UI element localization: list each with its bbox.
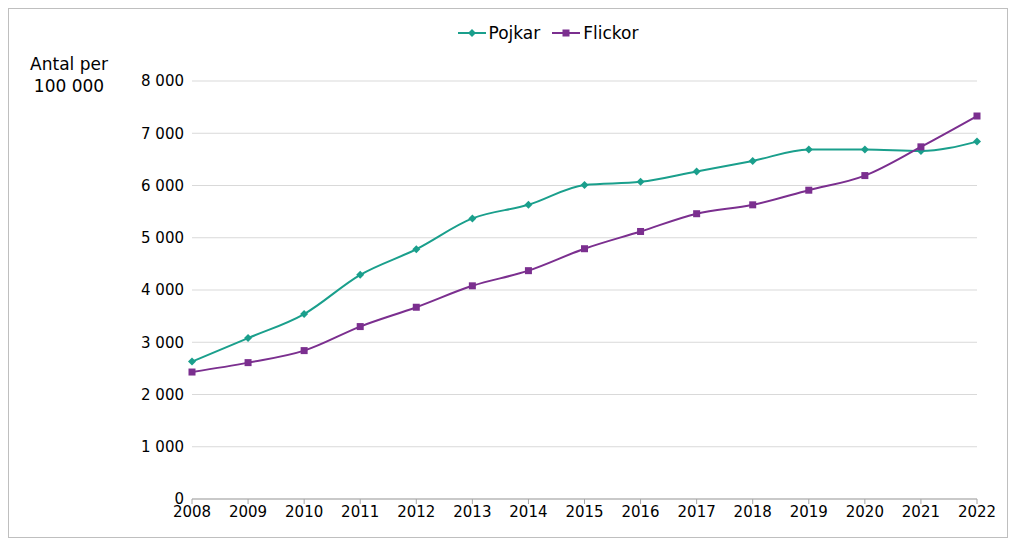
- svg-text:2020: 2020: [846, 503, 884, 521]
- svg-text:2019: 2019: [790, 503, 828, 521]
- svg-text:8 000: 8 000: [141, 72, 184, 90]
- svg-text:2017: 2017: [678, 503, 716, 521]
- svg-text:2013: 2013: [453, 503, 491, 521]
- svg-text:2014: 2014: [509, 503, 547, 521]
- svg-text:2018: 2018: [734, 503, 772, 521]
- svg-text:2022: 2022: [958, 503, 996, 521]
- svg-text:2010: 2010: [285, 503, 323, 521]
- svg-text:2021: 2021: [902, 503, 940, 521]
- svg-text:1 000: 1 000: [141, 438, 184, 456]
- svg-text:4 000: 4 000: [141, 281, 184, 299]
- svg-text:7 000: 7 000: [141, 125, 184, 143]
- svg-text:2 000: 2 000: [141, 386, 184, 404]
- svg-text:2008: 2008: [172, 502, 212, 521]
- svg-text:3 000: 3 000: [141, 334, 184, 352]
- html-text:Pojkar: Pojkar: [488, 23, 541, 43]
- svg-text:2011: 2011: [341, 503, 379, 521]
- svg-text:6 000: 6 000: [141, 177, 184, 195]
- html-text:Antal per 100 000: Antal per 100 000: [30, 54, 108, 96]
- html-text:Flickor: Flickor: [583, 23, 639, 43]
- svg-text:2016: 2016: [621, 503, 659, 521]
- svg-text:2012: 2012: [397, 503, 435, 521]
- svg-text:2015: 2015: [565, 503, 603, 521]
- svg-text:5 000: 5 000: [141, 229, 184, 247]
- svg-text:0: 0: [174, 490, 184, 508]
- svg-text:2009: 2009: [229, 503, 267, 521]
